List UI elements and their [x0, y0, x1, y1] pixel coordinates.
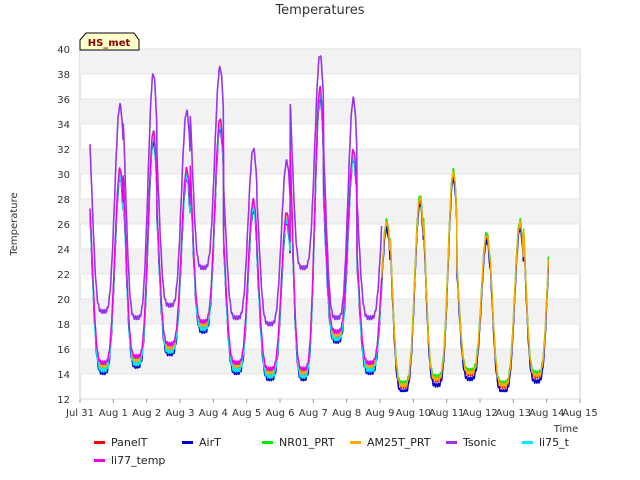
legend-swatch: [94, 458, 105, 462]
x-tick-label: Aug 13: [496, 408, 531, 419]
x-axis-ticks: Jul 31 Aug 1 Aug 2 Aug 3 Aug 4 Aug 5 Aug 6 Aug …: [65, 399, 598, 419]
x-tick-label: Aug 12: [462, 408, 497, 419]
y-tick-label: 12: [57, 395, 70, 406]
x-tick-label: Aug 6: [265, 408, 294, 419]
legend-label: li77_temp: [111, 453, 166, 467]
grid-band: [80, 349, 580, 374]
hs-met-badge: HS_met: [79, 32, 140, 51]
legend-item: Tsonic: [446, 434, 496, 450]
x-tick-label: Aug 15: [562, 408, 597, 419]
legend-swatch: [262, 440, 273, 444]
y-tick-label: 26: [57, 220, 70, 231]
legend-item: NR01_PRT: [262, 434, 335, 450]
y-axis-label: Temperature: [9, 192, 20, 256]
x-tick-label: Aug 7: [299, 408, 328, 419]
grid-band: [80, 49, 580, 74]
x-tick-label: Aug 11: [429, 408, 464, 419]
legend-label: AM25T_PRT: [367, 435, 431, 449]
y-tick-label: 32: [57, 145, 70, 156]
grid-band: [80, 99, 580, 124]
legend-item: PanelT: [94, 434, 147, 450]
grid-band: [80, 149, 580, 174]
legend-item: li75_t: [522, 434, 569, 450]
y-tick-label: 34: [57, 120, 70, 131]
chart-title: Temperatures: [274, 3, 364, 18]
y-tick-label: 38: [57, 70, 70, 81]
y-grid: [80, 48, 580, 400]
legend-swatch: [182, 440, 193, 444]
grid-band: [80, 199, 580, 224]
x-tick-label: Aug 1: [99, 408, 128, 419]
y-tick-label: 18: [57, 320, 70, 331]
legend-label: PanelT: [111, 435, 148, 449]
grid-band: [80, 249, 580, 274]
y-tick-label: 28: [57, 195, 70, 206]
y-tick-label: 14: [57, 370, 70, 381]
x-tick-label: Aug 3: [165, 408, 194, 419]
legend-item: AM25T_PRT: [350, 434, 430, 450]
legend-item: li77_temp: [94, 452, 165, 468]
x-tick-label: Jul 31: [65, 408, 94, 419]
series-line-li75-t: [89, 94, 383, 380]
y-tick-label: 20: [57, 295, 70, 306]
x-tick-label: Aug 4: [199, 408, 228, 419]
legend-label: AirT: [199, 435, 221, 449]
x-tick-label: Aug 2: [132, 408, 161, 419]
badge-label: HS_met: [88, 38, 131, 49]
legend-swatch: [522, 440, 533, 444]
x-tick-label: Aug 8: [332, 408, 361, 419]
series-line-li77-temp: [89, 85, 383, 372]
y-tick-label: 24: [57, 245, 70, 256]
x-axis-label: Time: [553, 424, 578, 435]
y-tick-label: 30: [57, 170, 70, 181]
legend-item: AirT: [182, 434, 221, 450]
x-tick-label: Aug 9: [365, 408, 394, 419]
series-layer: [89, 55, 549, 393]
legend-label: Tsonic: [463, 435, 497, 449]
legend-label: NR01_PRT: [279, 435, 335, 449]
y-tick-label: 22: [57, 270, 70, 281]
legend-label: li75_t: [539, 435, 569, 449]
series-line-tsonic: [89, 55, 383, 327]
y-tick-label: 16: [57, 345, 70, 356]
y-tick-label: 40: [57, 45, 70, 56]
y-axis-ticks: 12 14 16 18 20 22 24 26 28 30 32 34 36 38 40: [57, 45, 70, 406]
x-tick-label: Aug 10: [396, 408, 431, 419]
legend-swatch: [94, 440, 105, 444]
legend-swatch: [446, 440, 457, 444]
y-tick-label: 36: [57, 95, 70, 106]
legend-swatch: [350, 440, 361, 444]
x-tick-label: Aug 5: [232, 408, 261, 419]
x-tick-label: Aug 14: [529, 408, 564, 419]
